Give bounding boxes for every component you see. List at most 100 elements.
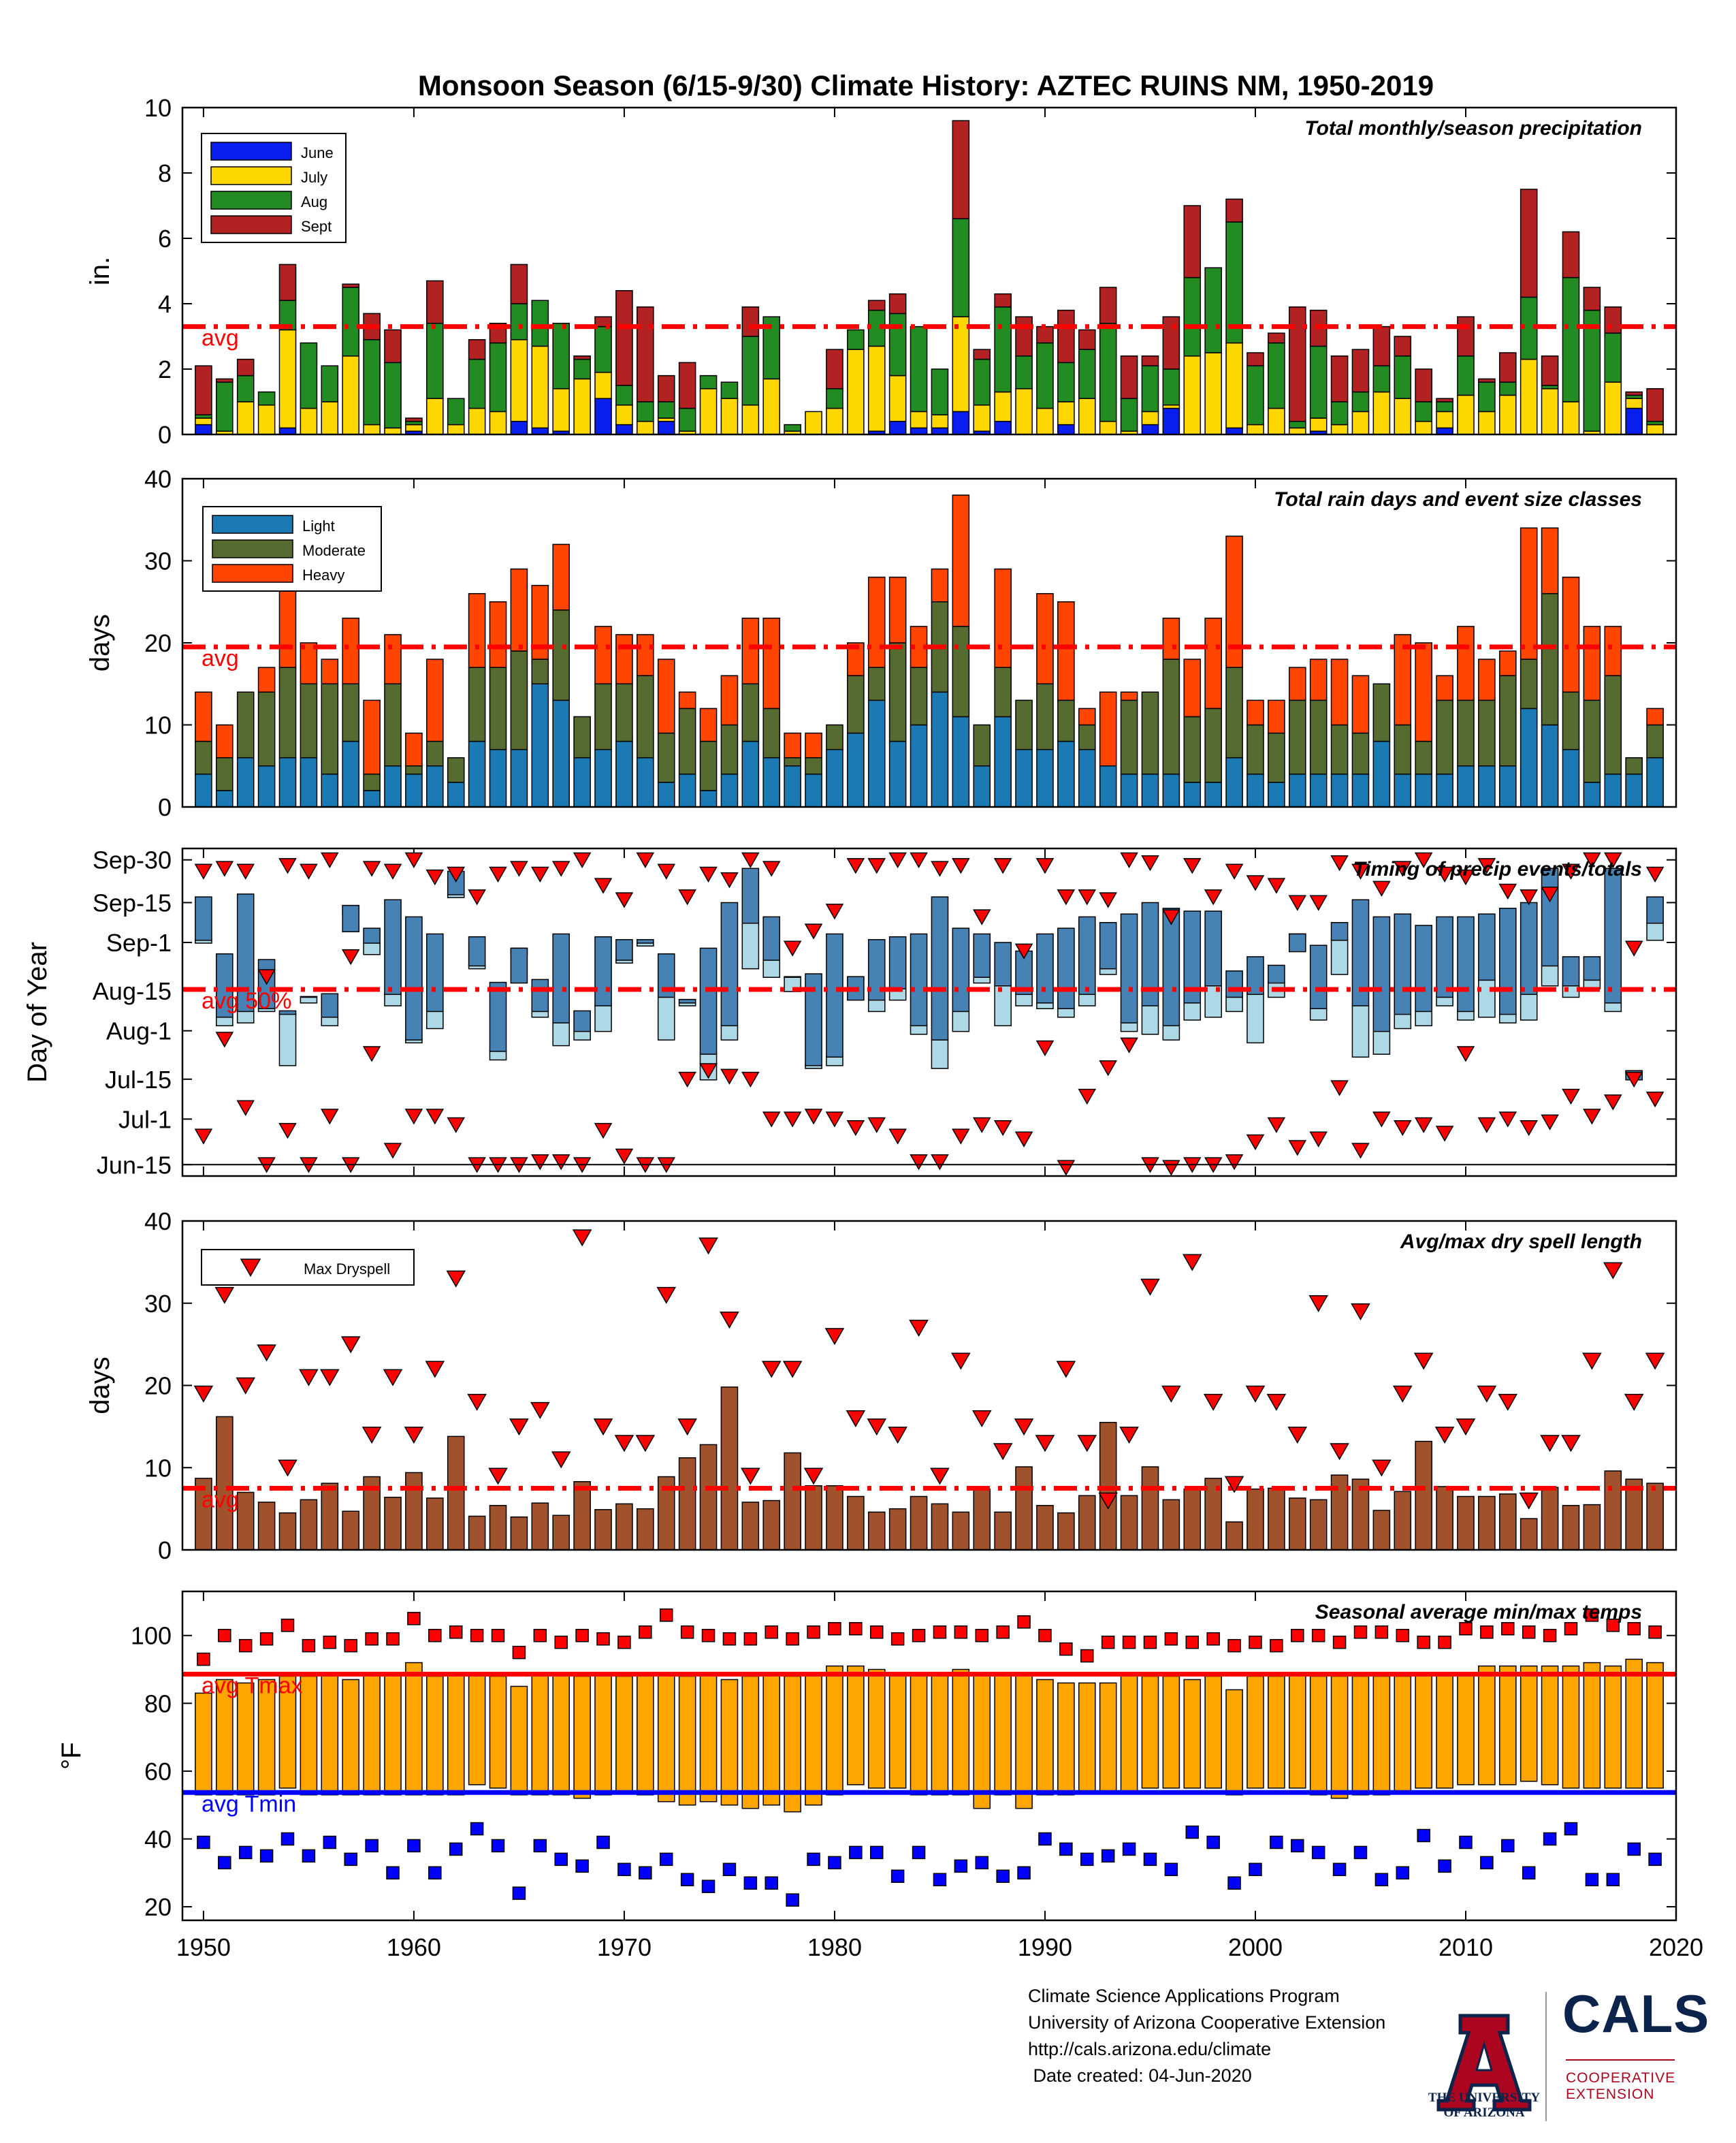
y-axis-label: in. — [85, 257, 115, 285]
dryspell-bar — [1162, 1499, 1180, 1551]
tmin-extreme-marker — [1206, 1835, 1220, 1850]
early-event-marker — [615, 1148, 634, 1165]
late-event-marker — [1099, 892, 1117, 908]
precip-bar — [1498, 394, 1517, 435]
precip-bar — [1436, 398, 1453, 402]
precip-bar — [1583, 287, 1601, 311]
tmax-extreme-marker — [1017, 1615, 1031, 1629]
early-event-marker — [1351, 1143, 1370, 1159]
precip-bar — [762, 378, 781, 435]
late-event-marker — [573, 852, 592, 869]
precip-bar — [826, 388, 843, 409]
y-axis-label: Day of Year — [22, 942, 52, 1083]
late-event-marker — [699, 866, 718, 883]
dryspell-bar — [236, 1491, 255, 1551]
footer-url[interactable]: http://cals.arizona.edu/climate — [1028, 2039, 1272, 2059]
tmax-extreme-marker — [1353, 1625, 1368, 1639]
rain-days-bar — [994, 716, 1012, 808]
rain-days-bar — [489, 667, 507, 750]
late-event-marker — [636, 852, 655, 869]
late-event-marker — [1435, 866, 1454, 883]
precip-bar — [1225, 221, 1243, 344]
rain-days-bar — [1204, 782, 1222, 808]
rain-days-bar — [1562, 748, 1580, 808]
tmax-extreme-marker — [259, 1632, 274, 1646]
rain-days-bar — [678, 708, 696, 775]
max-dryspell-marker — [530, 1401, 550, 1419]
rain-days-bar — [678, 774, 696, 808]
timing-bar-upper — [1646, 896, 1664, 924]
max-dryspell-marker — [1413, 1352, 1434, 1370]
dryspell-bar — [615, 1503, 633, 1551]
precip-bar — [1057, 401, 1075, 426]
rain-days-bar — [468, 740, 486, 808]
cals-rule — [1566, 2059, 1675, 2061]
precip-bar — [1078, 398, 1096, 435]
x-axis: 1950 1960 1970 1980 1990 2000 2010 2020 — [176, 1933, 1703, 1961]
max-dryspell-marker — [593, 1418, 613, 1436]
precip-bar — [195, 424, 212, 435]
early-event-marker — [551, 1154, 570, 1171]
early-event-marker — [910, 1154, 928, 1171]
max-dryspell-marker — [236, 1377, 255, 1395]
rain-days-bar — [1309, 658, 1328, 701]
late-event-marker — [447, 866, 466, 883]
late-event-marker — [1604, 852, 1622, 869]
timing-bar-upper — [1268, 964, 1285, 984]
late-event-marker — [1162, 909, 1180, 925]
max-dryspell-marker — [888, 1427, 907, 1444]
tmax-extreme-marker — [197, 1652, 210, 1666]
timing-bar-upper — [1541, 868, 1559, 967]
tmax-extreme-marker — [1080, 1649, 1094, 1663]
temp-range-bar — [468, 1672, 486, 1785]
dryspell-bar — [994, 1511, 1012, 1551]
rain-days-bar — [363, 699, 381, 775]
timing-bar-lower — [1015, 993, 1033, 1006]
temp-range-bar — [1625, 1658, 1643, 1789]
rain-days-bar — [867, 699, 886, 808]
timing-bar-upper — [321, 993, 339, 1018]
tmax-extreme-marker — [1375, 1625, 1389, 1639]
dryspell-bar — [1372, 1510, 1391, 1551]
precip-bar — [888, 313, 907, 377]
late-event-marker — [1204, 889, 1223, 906]
cals-subtitle: COOPERATIVE EXTENSION — [1566, 2070, 1676, 2102]
timing-bar-upper — [1583, 956, 1601, 981]
rain-days-bar — [826, 748, 843, 808]
precip-bar — [1268, 332, 1285, 344]
rain-days-bar — [1646, 708, 1664, 726]
early-event-marker — [1309, 1131, 1328, 1147]
tmin-extreme-marker — [975, 1856, 989, 1870]
rain-days-bar — [468, 592, 486, 668]
x-tick-label: 1990 — [1018, 1933, 1072, 1961]
max-dryspell-marker — [1351, 1303, 1370, 1321]
temp-range-bar — [1183, 1679, 1202, 1789]
rain-days-bar — [405, 732, 423, 767]
precip-bar — [1309, 417, 1328, 432]
precip-bar — [1247, 365, 1264, 426]
late-event-marker — [1330, 855, 1349, 872]
tmax-extreme-marker — [1543, 1628, 1557, 1642]
early-event-marker — [194, 1128, 213, 1145]
precip-bar — [573, 378, 591, 435]
timing-bar-lower — [363, 942, 381, 955]
dryspell-bar — [321, 1482, 339, 1551]
precip-bar — [510, 339, 528, 422]
tmax-extreme-marker — [680, 1625, 694, 1639]
precip-bar — [1141, 355, 1159, 366]
precip-panel: 0 2 4 6 8 10 in. avg June July Aug Sept Total monthl… — [85, 94, 1677, 449]
max-dryspell-marker — [361, 1427, 382, 1444]
rain-days-bar — [342, 683, 360, 742]
footer: Climate Science Applications Program Uni… — [1028, 1983, 1385, 2089]
late-event-marker — [1456, 869, 1475, 886]
timing-bar-upper — [1204, 910, 1222, 987]
precip-bar — [1141, 411, 1159, 426]
precip-bar — [1604, 306, 1622, 334]
max-dryspell-marker — [1182, 1254, 1202, 1271]
timing-bar-lower — [826, 1055, 843, 1066]
university-of-arizona-text: THE UNIVERSITY OF ARIZONA — [1428, 2091, 1541, 2120]
tmin-extreme-marker — [259, 1849, 274, 1863]
precip-bar — [278, 427, 297, 435]
temp-range-bar — [1415, 1672, 1432, 1789]
temp-range-bar — [1078, 1682, 1096, 1792]
